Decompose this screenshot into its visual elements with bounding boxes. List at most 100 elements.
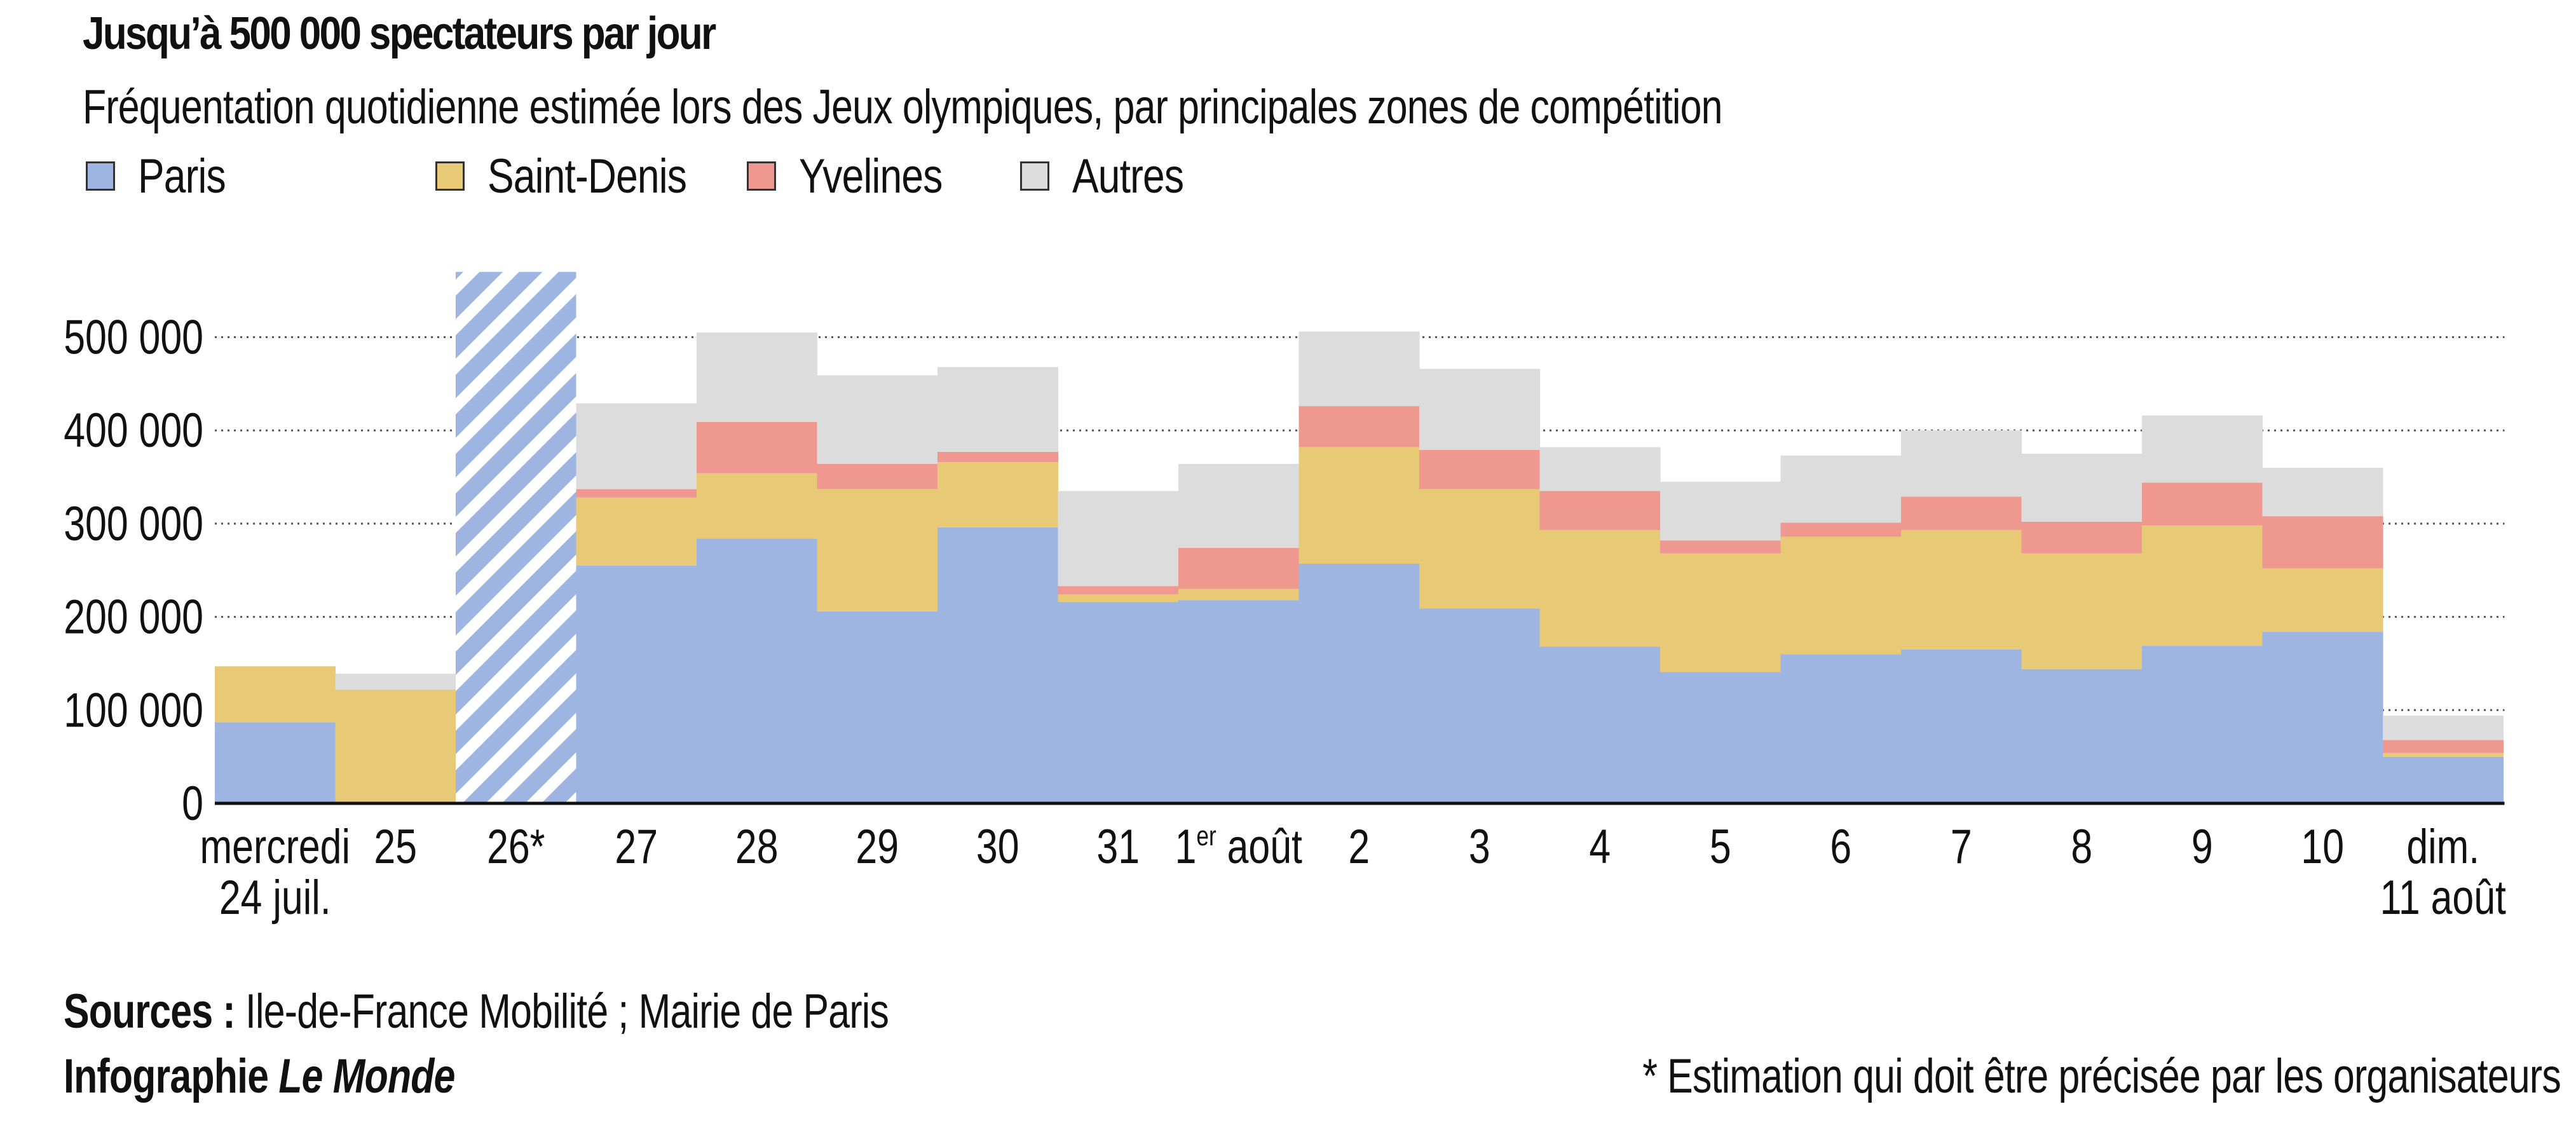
x-tick-label: 25 [374, 820, 417, 874]
bar-paris [2142, 646, 2263, 803]
sources-label: Sources : [64, 984, 236, 1038]
bar-paris [1539, 646, 1661, 803]
bar-yvelines [1780, 522, 1902, 537]
bar-autres [1058, 491, 1179, 587]
bar-yvelines [1178, 548, 1300, 589]
bar-autres [2142, 415, 2263, 483]
bar-autres [817, 375, 938, 465]
bar-paris [1298, 563, 1420, 803]
bar-autres [2262, 467, 2383, 517]
bar-saint-denis [1539, 530, 1661, 647]
stacked-bar-chart: 0 100 000 200 000 300 000 400 000 500 000 mer… [64, 271, 2506, 925]
legend-label-paris: Paris [138, 149, 226, 203]
bar-saint-denis [937, 462, 1059, 528]
x-tick-label: 10 [2301, 820, 2344, 874]
y-tick-labels: 0 100 000 200 000 300 000 400 000 500 000 [64, 310, 203, 831]
bar-yvelines [576, 489, 697, 498]
bar-saint-denis [1660, 553, 1782, 672]
bar-yvelines [2021, 521, 2143, 554]
bar-paris [1660, 672, 1782, 803]
sources-text: Ile-de-France Mobilité ; Mairie de Paris [235, 984, 889, 1038]
legend-swatch-yvelines [747, 161, 776, 191]
x-tick-superscript: er [1196, 821, 1216, 852]
bar-hatched [456, 271, 576, 803]
x-tick-label: 1er août [1175, 820, 1302, 874]
legend-swatch-saint-denis [435, 161, 465, 191]
bar-saint-denis [1780, 536, 1902, 655]
y-tick-label: 100 000 [64, 683, 203, 737]
x-tick-label-rest: août [1216, 820, 1302, 874]
bar-yvelines [817, 464, 938, 489]
bar-paris [2262, 632, 2383, 803]
y-tick-label: 200 000 [64, 590, 203, 644]
bar-yvelines [1419, 450, 1541, 489]
credit-line: Infographie Le Monde [64, 1049, 455, 1104]
chart-title: Jusqu’à 500 000 spectateurs par jour [83, 8, 716, 59]
bar-saint-denis [1058, 594, 1179, 603]
bar-yvelines [2383, 740, 2504, 753]
bar-paris [1780, 654, 1902, 803]
x-tick-label: 9 [2191, 820, 2213, 874]
bar-autres [2383, 716, 2504, 740]
bar-yvelines [937, 451, 1059, 463]
bar-paris [1178, 600, 1300, 803]
bar-yvelines [697, 421, 818, 473]
y-tick-label: 300 000 [64, 496, 203, 550]
bar-saint-denis [1419, 489, 1541, 609]
bar-autres [1178, 464, 1300, 548]
bar-autres [576, 403, 697, 489]
x-tick-label: 4 [1589, 820, 1611, 874]
x-tick-label: 31 [1096, 820, 1140, 874]
bar-saint-denis [2142, 525, 2263, 646]
bar-autres [697, 332, 818, 422]
bar-saint-denis [576, 497, 697, 566]
x-tick-label: 28 [735, 820, 779, 874]
bar-paris [1901, 649, 2022, 803]
bar-paris [817, 611, 938, 803]
y-tick-label: 500 000 [64, 310, 203, 364]
bar-saint-denis [2262, 568, 2383, 632]
bar-paris [576, 565, 697, 803]
legend-item-autres: Autres [1020, 147, 1208, 205]
x-tick-label: 27 [615, 820, 658, 874]
bar-saint-denis [2021, 553, 2143, 669]
x-tick-label: mercredi [200, 820, 350, 874]
credit-outlet: Le Monde [278, 1049, 455, 1103]
legend-label-yvelines: Yvelines [799, 149, 943, 203]
x-tick-label: 26* [487, 820, 545, 874]
bar-yvelines [1901, 496, 2022, 531]
bar-autres [335, 674, 456, 690]
bar-autres [1298, 331, 1420, 407]
legend-item-yvelines: Yvelines [747, 147, 974, 205]
bar-autres [1419, 369, 1541, 451]
bar-autres [1660, 481, 1782, 541]
x-tick-label: 5 [1710, 820, 1731, 874]
bar-autres [937, 367, 1059, 452]
bar-saint-denis [1901, 530, 2022, 650]
x-tick-label: 6 [1830, 820, 1851, 874]
credit-label: Infographie [64, 1049, 279, 1103]
bar-yvelines [1298, 406, 1420, 447]
bar-autres [1539, 447, 1661, 491]
x-tick-label: dim. [2406, 820, 2479, 874]
bar-saint-denis [2383, 752, 2504, 757]
x-tick-label: 7 [1951, 820, 1972, 874]
chart-legend: Paris Saint-Denis Yvelines Autres [0, 147, 2576, 205]
bar-paris [937, 527, 1059, 803]
x-tick-label: 30 [976, 820, 1019, 874]
legend-label-saint-denis: Saint-Denis [487, 149, 687, 203]
x-tick-label: 11 août [2380, 871, 2506, 925]
legend-swatch-paris [86, 161, 115, 191]
x-tick-label: 8 [2071, 820, 2092, 874]
bar-autres [1780, 455, 1902, 523]
bar-saint-denis [1178, 589, 1300, 601]
bar-saint-denis [335, 690, 456, 803]
x-tick-label: 24 juil. [219, 871, 331, 925]
bar-saint-denis [817, 489, 938, 611]
bar-paris [215, 722, 336, 803]
bar-paris [2383, 756, 2504, 803]
chart-subtitle: Fréquentation quotidienne estimée lors d… [83, 80, 1722, 134]
legend-swatch-autres [1020, 161, 1049, 191]
y-tick-label: 400 000 [64, 404, 203, 458]
bar-paris [697, 538, 818, 803]
